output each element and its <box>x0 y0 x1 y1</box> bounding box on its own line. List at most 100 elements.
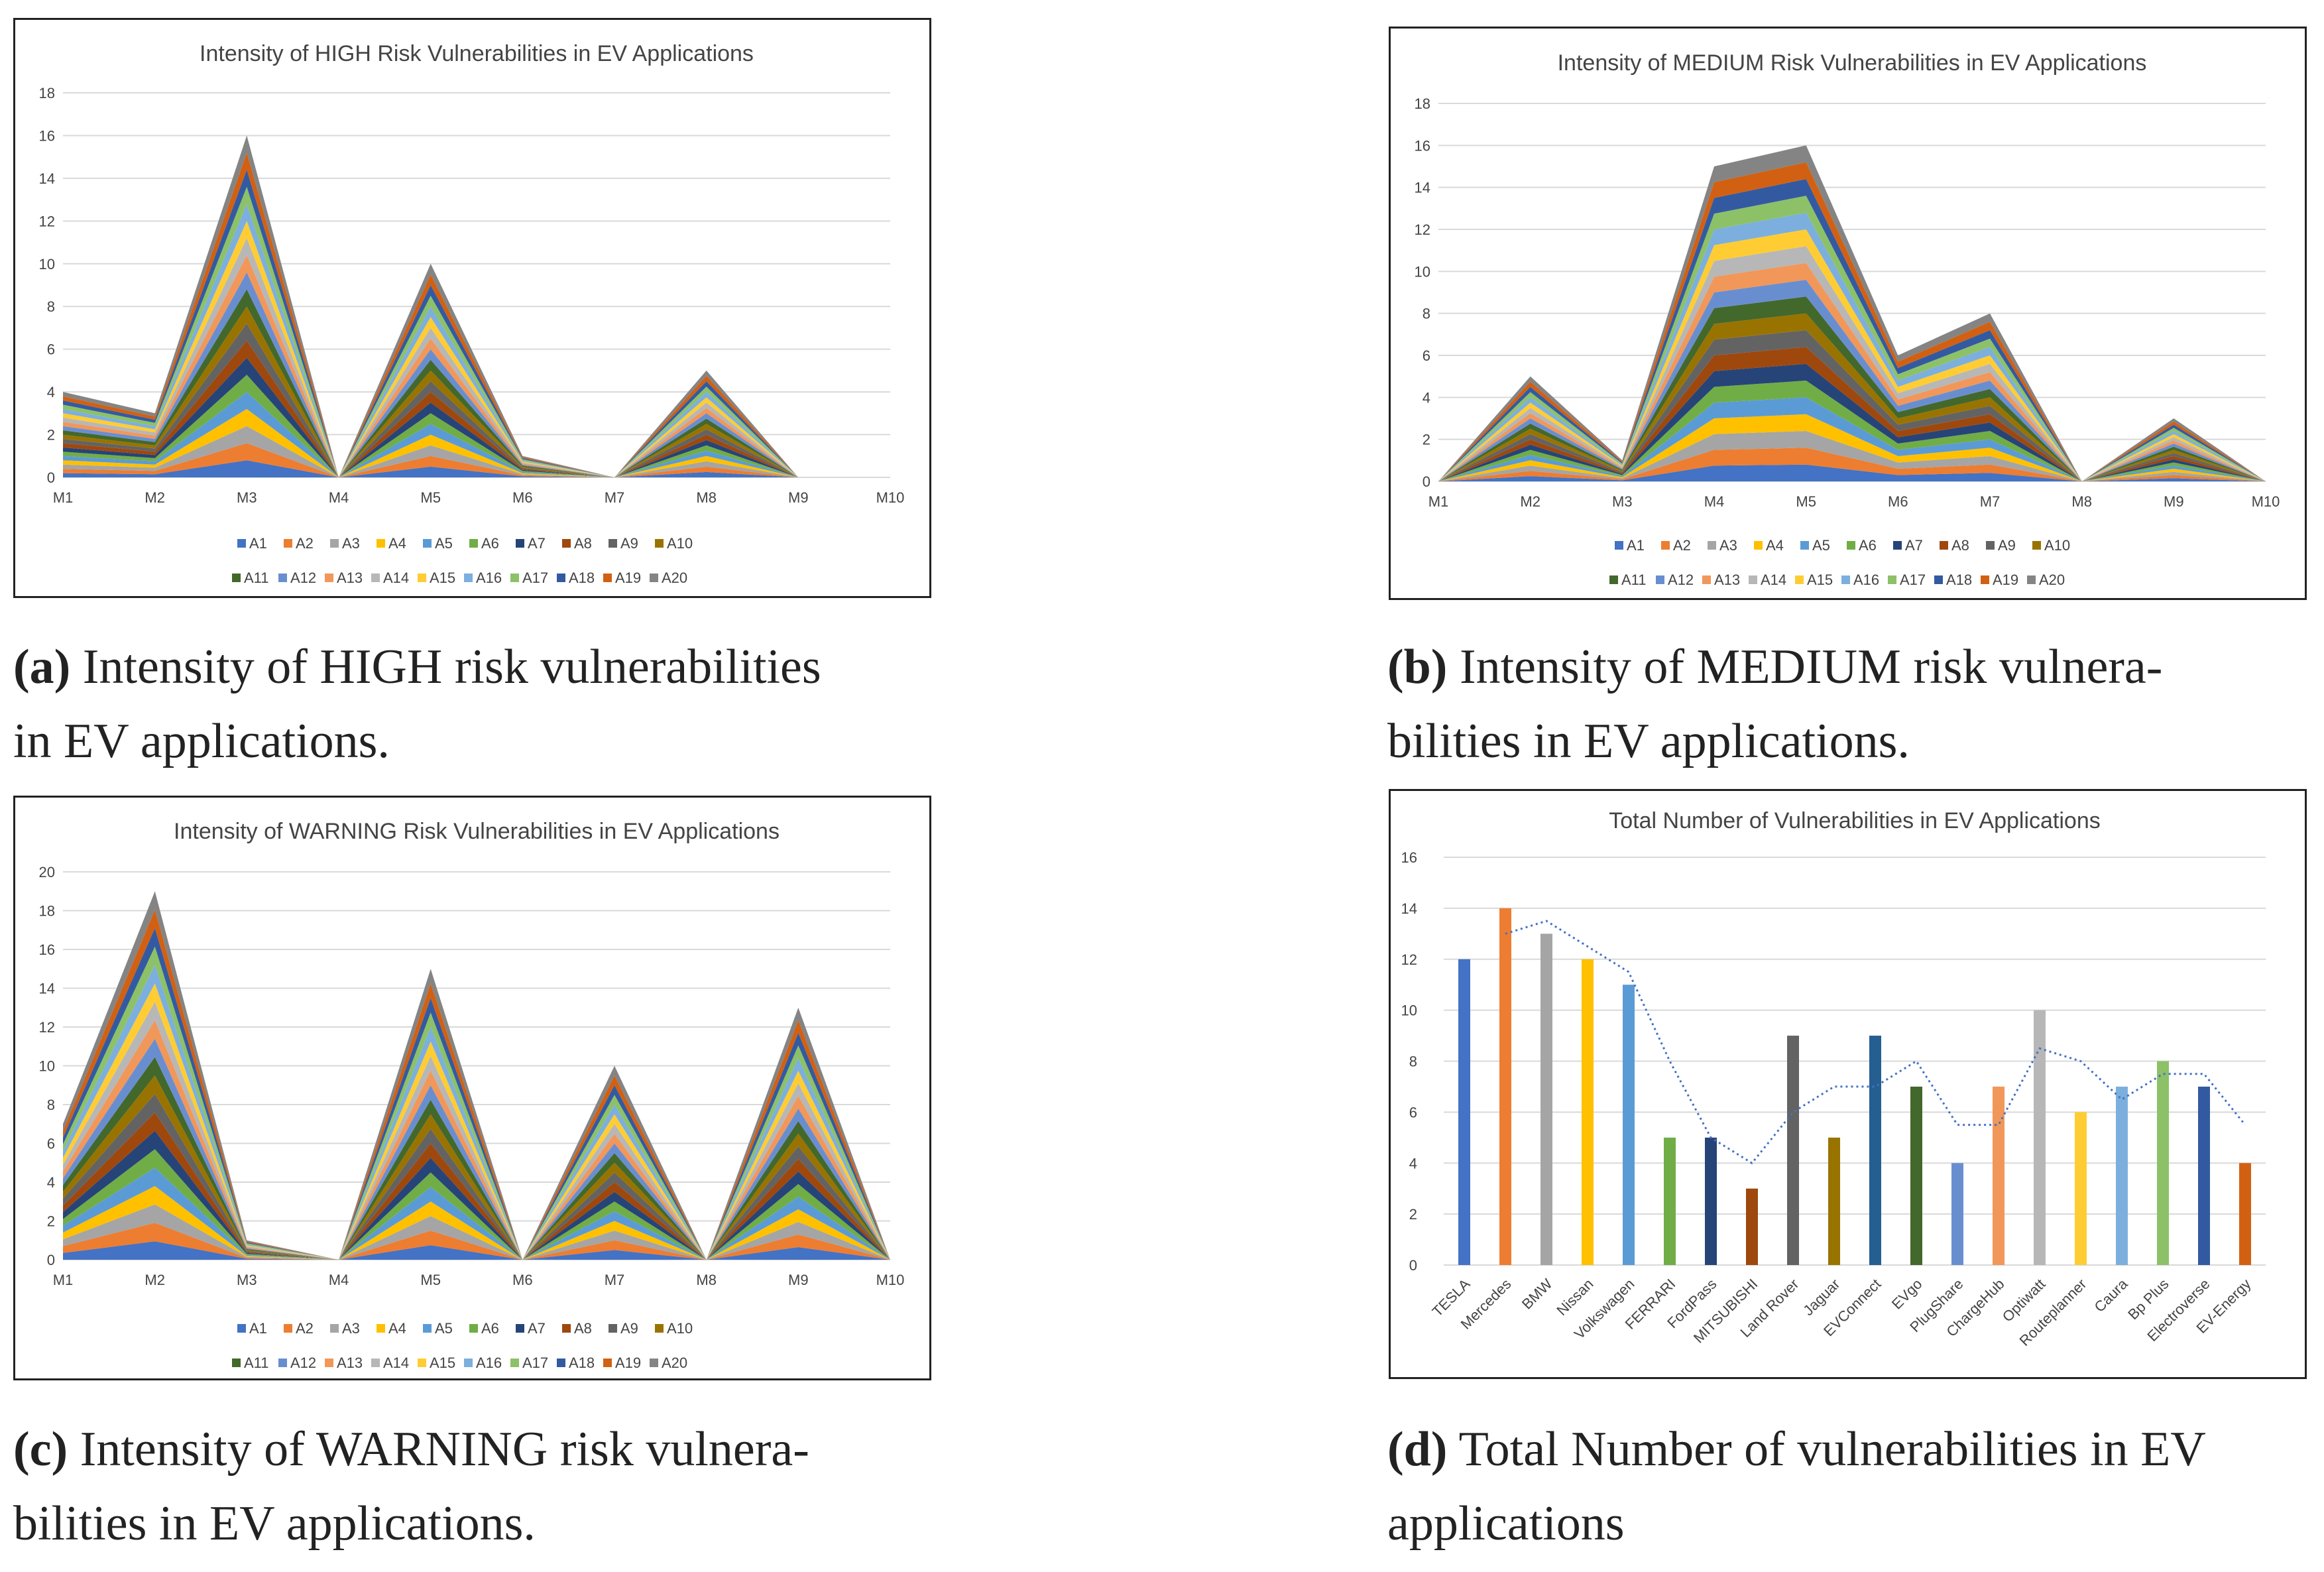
legend-label-A10: A10 <box>2044 537 2070 554</box>
area-series-A13 <box>63 1020 890 1260</box>
x-tick-label: M1 <box>1428 493 1449 510</box>
legend-swatch-A14 <box>1749 575 1757 584</box>
legend-label-A5: A5 <box>1812 537 1830 554</box>
bar-EVConnect <box>1869 1036 1881 1265</box>
x-tick-label: M1 <box>53 489 74 506</box>
legend-swatch-A11 <box>1609 575 1618 584</box>
y-tick-label: 16 <box>39 941 55 958</box>
chart-panel-medium: Intensity of MEDIUM Risk Vulnerabilities… <box>1389 27 2307 600</box>
area-series-A5 <box>63 1168 890 1260</box>
area-series-A3 <box>63 1204 890 1260</box>
legend-swatch-A12 <box>278 574 287 582</box>
legend-label-A1: A1 <box>249 1320 267 1337</box>
area-series-A9 <box>63 1093 890 1260</box>
area-series-A8 <box>1438 347 2266 481</box>
legend-swatch-A3 <box>330 539 339 548</box>
legend-label-A16: A16 <box>476 1355 502 1371</box>
legend-swatch-A17 <box>1888 575 1896 584</box>
y-tick-label: 6 <box>1423 347 1430 364</box>
x-tick-label: M5 <box>420 489 441 506</box>
x-tick-label: BMW <box>1519 1276 1556 1313</box>
y-tick-label: 8 <box>1409 1054 1417 1070</box>
area-series-A2 <box>63 443 799 477</box>
legend-label-A2: A2 <box>296 1320 314 1337</box>
x-tick-label: M2 <box>145 489 165 506</box>
area-series-A4 <box>1438 414 2266 481</box>
x-tick-label: M7 <box>605 1272 625 1288</box>
legend-swatch-A18 <box>557 574 565 582</box>
legend-swatch-A10 <box>655 1324 664 1333</box>
legend-label-A7: A7 <box>528 1320 546 1337</box>
legend-swatch-A13 <box>325 1359 333 1367</box>
legend-swatch-A17 <box>510 574 519 582</box>
area-series-A14 <box>63 1002 890 1260</box>
legend-label-A13: A13 <box>1714 572 1740 588</box>
y-tick-label: 16 <box>1401 849 1417 866</box>
legend-swatch-A4 <box>377 1324 385 1333</box>
legend-swatch-A2 <box>1661 541 1670 550</box>
legend-label-A17: A17 <box>522 1355 548 1371</box>
legend-swatch-A7 <box>516 539 524 548</box>
area-series-A5 <box>63 392 799 477</box>
legend-label-A14: A14 <box>1761 572 1786 588</box>
caption-b-line2: bilities in EV applications. <box>1387 714 1910 768</box>
y-tick-label: 20 <box>39 864 55 880</box>
legend-label-A13: A13 <box>337 1355 363 1371</box>
legend-swatch-A8 <box>562 1324 571 1333</box>
y-tick-label: 16 <box>1415 137 1430 154</box>
caption-c-line1: Intensity of WARNING risk vulnera- <box>80 1422 809 1477</box>
chart-panel-total: Total Number of Vulnerabilities in EV Ap… <box>1389 789 2307 1379</box>
caption-d: (d) Total Number of vulnerabilities in E… <box>1387 1412 2206 1561</box>
legend-swatch-A17 <box>510 1359 519 1367</box>
legend-label-A17: A17 <box>522 570 548 586</box>
caption-c: (c) Intensity of WARNING risk vulnera- b… <box>13 1412 809 1561</box>
y-tick-label: 12 <box>1415 221 1430 238</box>
legend-swatch-A18 <box>557 1359 565 1367</box>
legend-swatch-A15 <box>1795 575 1804 584</box>
legend-label-A9: A9 <box>1998 537 2016 554</box>
legend-swatch-A12 <box>1656 575 1664 584</box>
area-series-A7 <box>1438 363 2266 481</box>
caption-a-line2: in EV applications. <box>13 714 390 768</box>
area-series-A6 <box>63 1149 890 1260</box>
legend-label-A20: A20 <box>2039 572 2065 588</box>
legend-label-A4: A4 <box>388 535 406 552</box>
legend-swatch-A13 <box>325 574 333 582</box>
area-series-A10 <box>63 1075 890 1260</box>
area-series-A20 <box>63 891 890 1260</box>
chart-title: Intensity of HIGH Risk Vulnerabilities i… <box>200 41 754 66</box>
x-tick-label: M3 <box>1612 493 1633 510</box>
area-series-A11 <box>63 1057 890 1260</box>
bar-Mercedes <box>1499 908 1511 1265</box>
area-series-A6 <box>1438 381 2266 481</box>
bar-Electroverse <box>2198 1086 2210 1265</box>
area-series-A3 <box>1438 431 2266 481</box>
high-risk-area-chart: Intensity of HIGH Risk Vulnerabilities i… <box>39 41 905 586</box>
y-tick-label: 4 <box>47 384 55 400</box>
legend-label-A16: A16 <box>476 570 502 586</box>
y-tick-label: 10 <box>39 256 55 272</box>
legend-swatch-A8 <box>1940 541 1948 550</box>
x-tick-label: M10 <box>2252 493 2280 510</box>
bar-Jaguar <box>1828 1137 1840 1265</box>
legend-swatch-A18 <box>1934 575 1943 584</box>
legend-label-A13: A13 <box>337 570 363 586</box>
x-tick-label: M9 <box>788 1272 809 1288</box>
legend-swatch-A5 <box>423 1324 432 1333</box>
legend-label-A19: A19 <box>1993 572 2018 588</box>
y-tick-label: 4 <box>47 1174 55 1191</box>
legend-swatch-A9 <box>1986 541 1995 550</box>
legend-swatch-A7 <box>1893 541 1902 550</box>
x-tick-label: EVgo <box>1888 1276 1926 1313</box>
area-series-A5 <box>1438 397 2266 481</box>
legend-swatch-A7 <box>516 1324 524 1333</box>
x-tick-label: M8 <box>696 1272 717 1288</box>
legend-label-A10: A10 <box>667 535 693 552</box>
area-series-A17 <box>63 946 890 1260</box>
x-tick-label: M6 <box>512 1272 533 1288</box>
bar-EV-Energy <box>2239 1163 2251 1265</box>
x-tick-label: M10 <box>876 489 905 506</box>
legend-label-A20: A20 <box>662 1355 687 1371</box>
bar-BMW <box>1540 934 1552 1265</box>
caption-b-tag: (b) <box>1387 640 1448 694</box>
